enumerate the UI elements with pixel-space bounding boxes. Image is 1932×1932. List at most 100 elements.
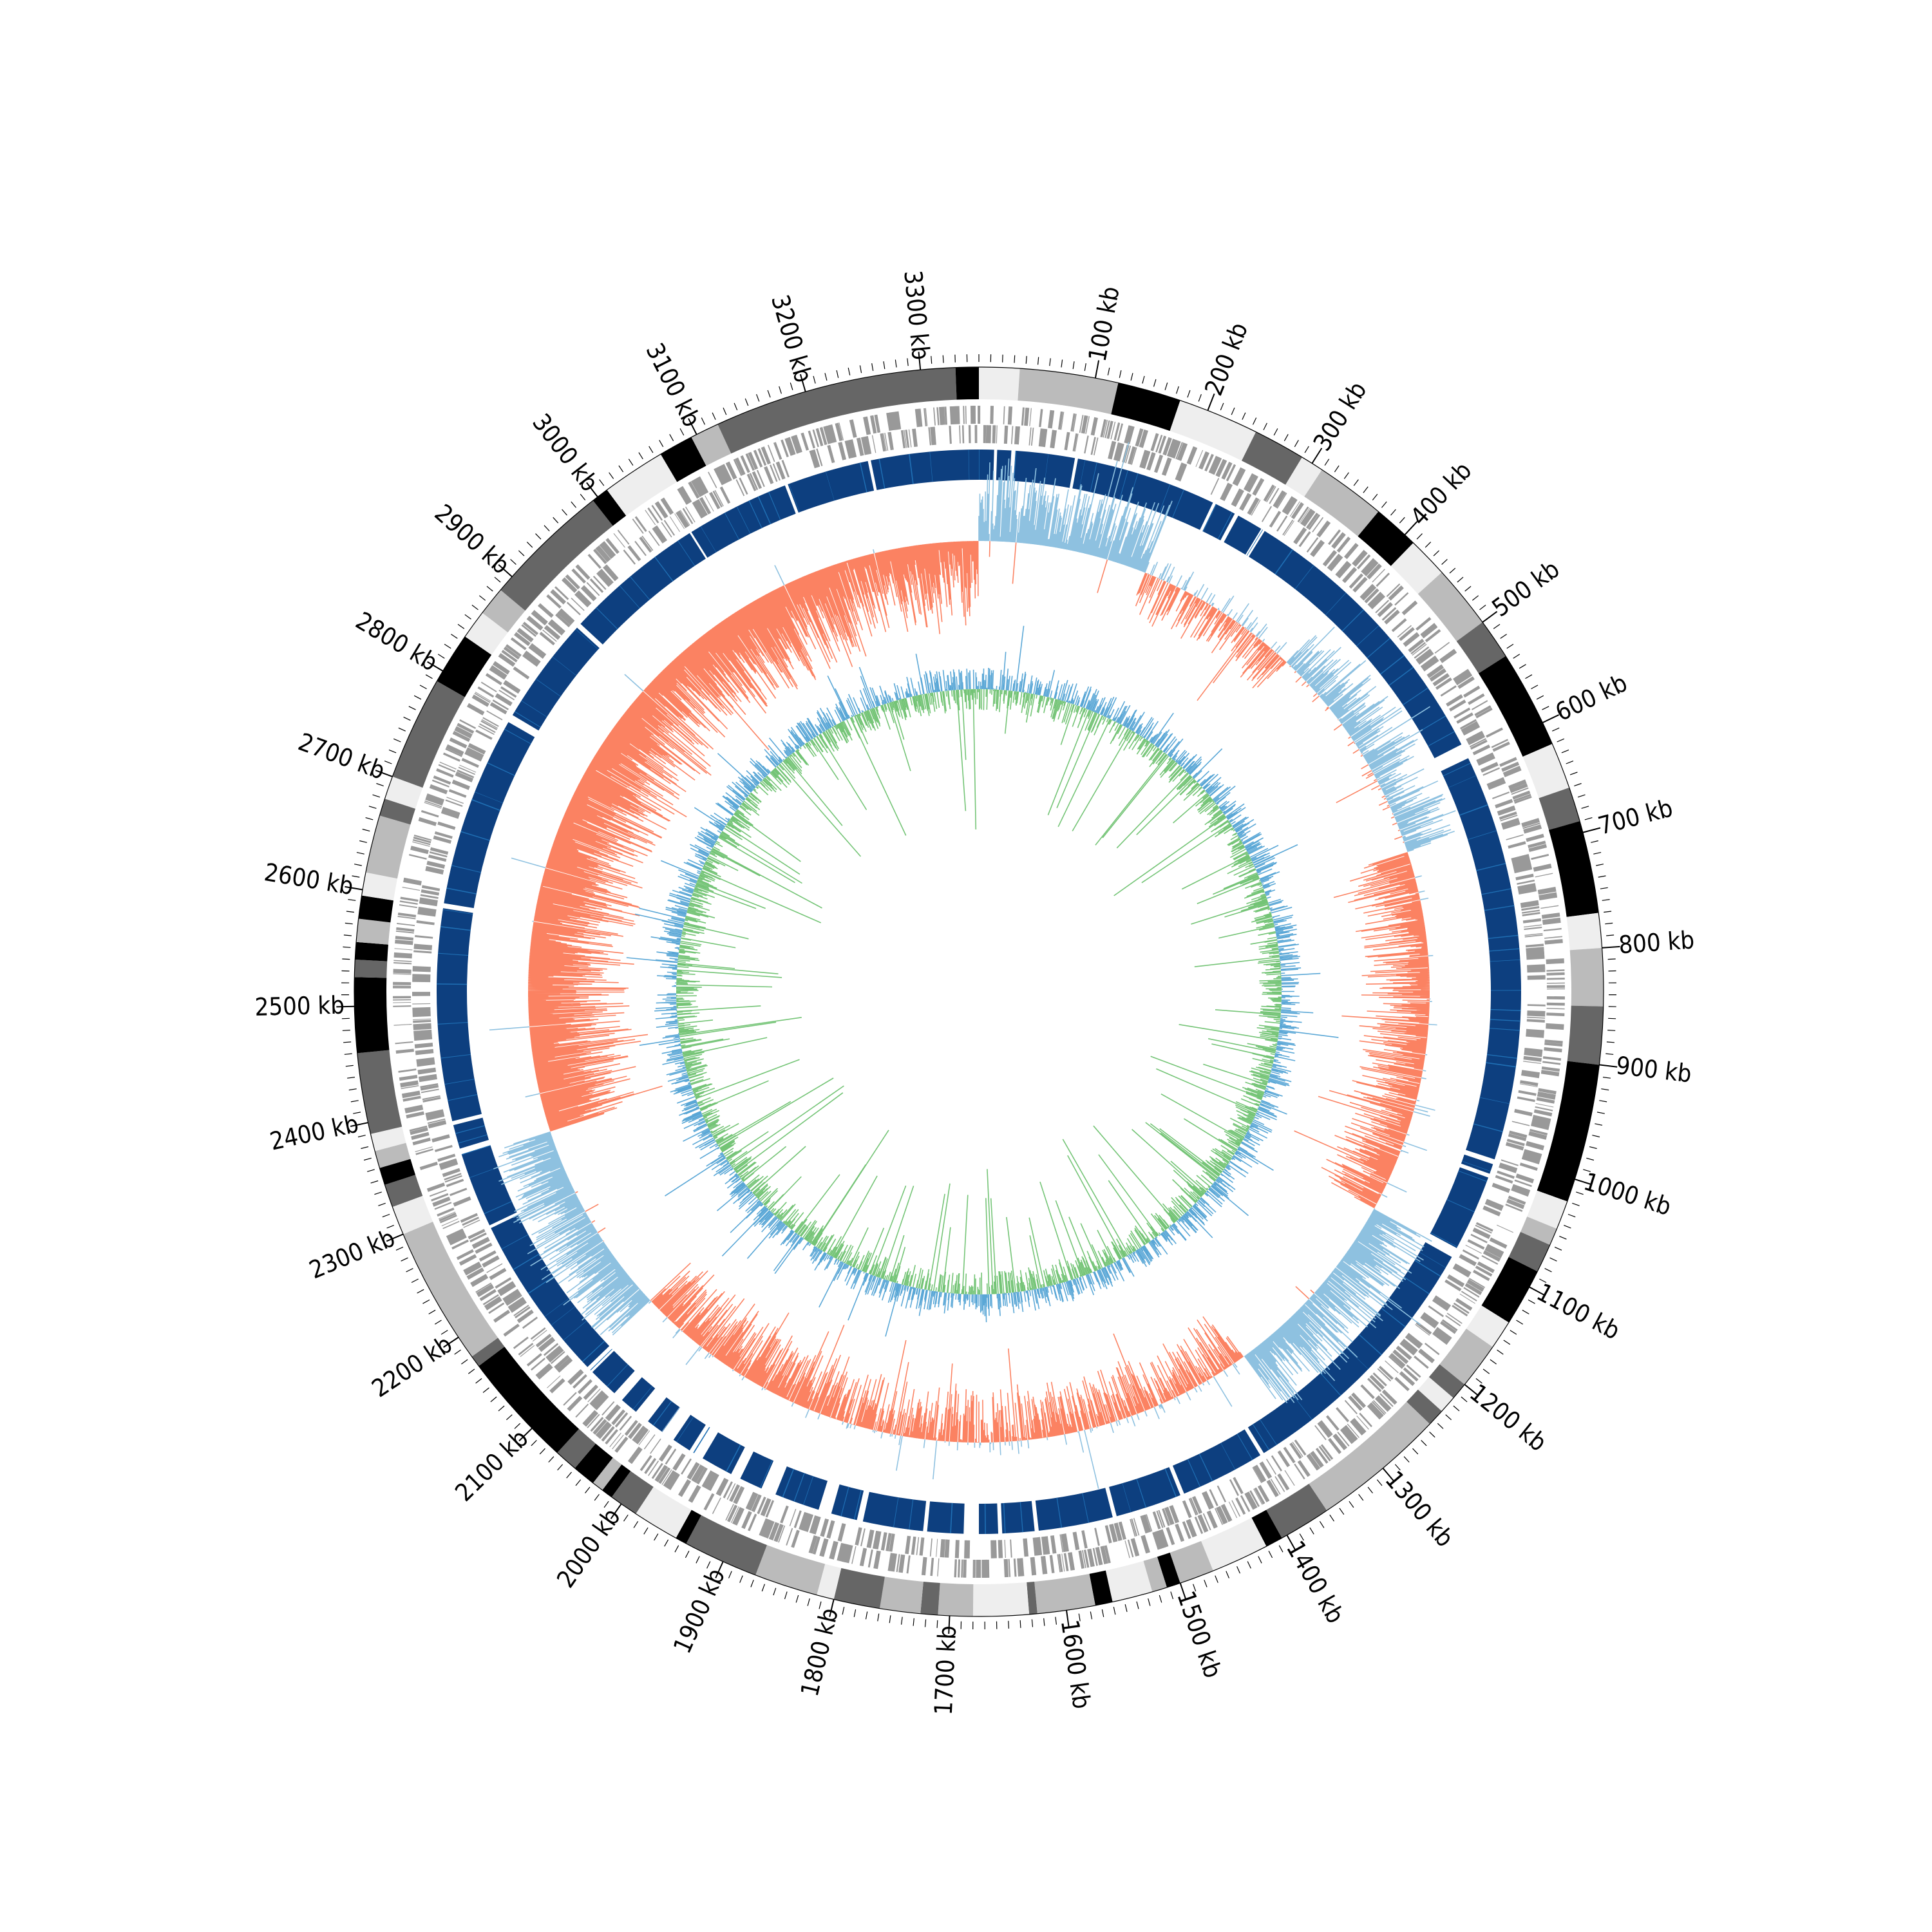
gc-content-below xyxy=(676,688,1282,1295)
axis-label: 500 kb xyxy=(1487,554,1565,622)
axis-label: 1500 kb xyxy=(1171,1587,1227,1681)
contig-segment xyxy=(1520,1217,1557,1245)
axis-label: 2000 kb xyxy=(551,1503,626,1593)
contig-segment xyxy=(602,1464,631,1497)
contig-segment xyxy=(357,1050,402,1134)
axis-label: 2800 kb xyxy=(351,606,442,676)
contig-segment xyxy=(478,1347,580,1453)
axis-label: 100 kb xyxy=(1083,284,1125,364)
contig-segment xyxy=(660,437,706,482)
contig-segment xyxy=(1251,1510,1282,1547)
axis-circle xyxy=(354,366,1604,1617)
contig-segment xyxy=(403,1222,498,1357)
contig-segment xyxy=(1466,1305,1509,1347)
contig-segment xyxy=(636,1486,692,1539)
contig-segment xyxy=(355,942,388,961)
contig-ring xyxy=(354,367,1604,1617)
contig-segment xyxy=(375,1142,411,1168)
axis-label: 800 kb xyxy=(1618,925,1695,959)
contig-segment xyxy=(1242,431,1302,485)
axis-label: 1800 kb xyxy=(795,1605,844,1700)
contig-segment xyxy=(676,1510,701,1544)
contig-segment xyxy=(1569,947,1604,1007)
contig-segment xyxy=(1089,1570,1113,1605)
contig-segment xyxy=(392,1195,433,1235)
contig-segment xyxy=(1478,656,1553,757)
contig-segment xyxy=(354,959,388,978)
axis-label: 900 kb xyxy=(1615,1051,1693,1088)
contig-segment xyxy=(1309,1401,1430,1511)
contig-segment xyxy=(1456,622,1506,674)
contig-segment xyxy=(880,1577,923,1614)
contig-segment xyxy=(1537,1061,1600,1202)
contig-segment xyxy=(1105,1560,1153,1602)
axis-label: 2900 kb xyxy=(430,498,515,579)
contig-segment xyxy=(471,1338,505,1367)
gc-skew-track xyxy=(489,442,1456,1489)
axis-label: 1900 kb xyxy=(668,1564,730,1658)
axis-label: 2700 kb xyxy=(294,728,388,785)
contig-segment xyxy=(1390,542,1442,594)
contig-segment xyxy=(1527,1190,1567,1229)
contig-segment xyxy=(384,1175,423,1208)
axis-label: 1000 kb xyxy=(1580,1167,1674,1221)
contig-segment xyxy=(607,454,677,516)
contig-segment xyxy=(920,1581,940,1615)
contig-segment xyxy=(979,367,1020,401)
axis-label: 1100 kb xyxy=(1532,1278,1625,1345)
contig-segment xyxy=(755,1545,826,1595)
gc-content-above xyxy=(626,625,1339,1337)
contig-segment xyxy=(1481,1256,1538,1323)
contig-segment xyxy=(379,799,416,825)
contig-segment xyxy=(955,367,979,400)
axis-label: 2200 kb xyxy=(366,1330,457,1403)
axis-label: 300 kb xyxy=(1308,377,1372,456)
contig-segment xyxy=(717,367,957,454)
contig-segment xyxy=(1027,1581,1037,1615)
axis-label: 2600 kb xyxy=(262,858,355,900)
contig-segment xyxy=(592,489,627,526)
contig-segment xyxy=(817,1564,842,1600)
contig-segment xyxy=(1201,1517,1267,1571)
axis-label: 3000 kb xyxy=(527,408,604,497)
axis-label: 2500 kb xyxy=(254,991,345,1021)
axis-label: 600 kb xyxy=(1551,668,1631,726)
contig-segment xyxy=(1157,1552,1180,1588)
axis-label: 3300 kb xyxy=(898,269,935,361)
axis-label: 400 kb xyxy=(1405,456,1477,531)
contig-segment xyxy=(611,1471,654,1514)
contig-segment xyxy=(1417,1377,1454,1412)
axis-label: 1600 kb xyxy=(1056,1618,1096,1710)
contig-segment xyxy=(482,590,526,632)
axis-ticks xyxy=(336,352,1620,1634)
contig-segment xyxy=(1018,368,1119,415)
minor-ticks xyxy=(341,354,1616,1630)
contig-segment xyxy=(1406,1389,1442,1425)
contig-segment xyxy=(354,977,390,1054)
contig-segment xyxy=(1428,1364,1465,1398)
contig-segment xyxy=(1285,457,1322,497)
major-ticks xyxy=(336,352,1620,1634)
contig-segment xyxy=(1539,788,1580,830)
contig-segment xyxy=(365,815,411,879)
contig-segment xyxy=(1508,1231,1550,1272)
contig-segment xyxy=(437,636,492,697)
axis-label: 200 kb xyxy=(1199,319,1253,400)
axis-label: 1700 kb xyxy=(929,1625,961,1716)
axis-label: 3200 kb xyxy=(766,292,818,386)
contig-segment xyxy=(1034,1573,1095,1614)
contig-segment xyxy=(500,500,613,611)
contig-segment xyxy=(592,1457,622,1490)
contig-segment xyxy=(1170,1540,1213,1584)
gc-skew-negative xyxy=(527,540,1430,1443)
axis-label: 3100 kb xyxy=(640,339,706,431)
contig-segment xyxy=(1266,1484,1327,1539)
contig-segment xyxy=(1170,400,1256,461)
axis-label: 1300 kb xyxy=(1379,1466,1459,1553)
axis-label: 2400 kb xyxy=(267,1109,361,1155)
contig-segment xyxy=(1358,511,1414,566)
axis-label: 2300 kb xyxy=(305,1224,399,1285)
contig-segment xyxy=(379,1159,416,1185)
contig-segment xyxy=(1143,1557,1167,1592)
